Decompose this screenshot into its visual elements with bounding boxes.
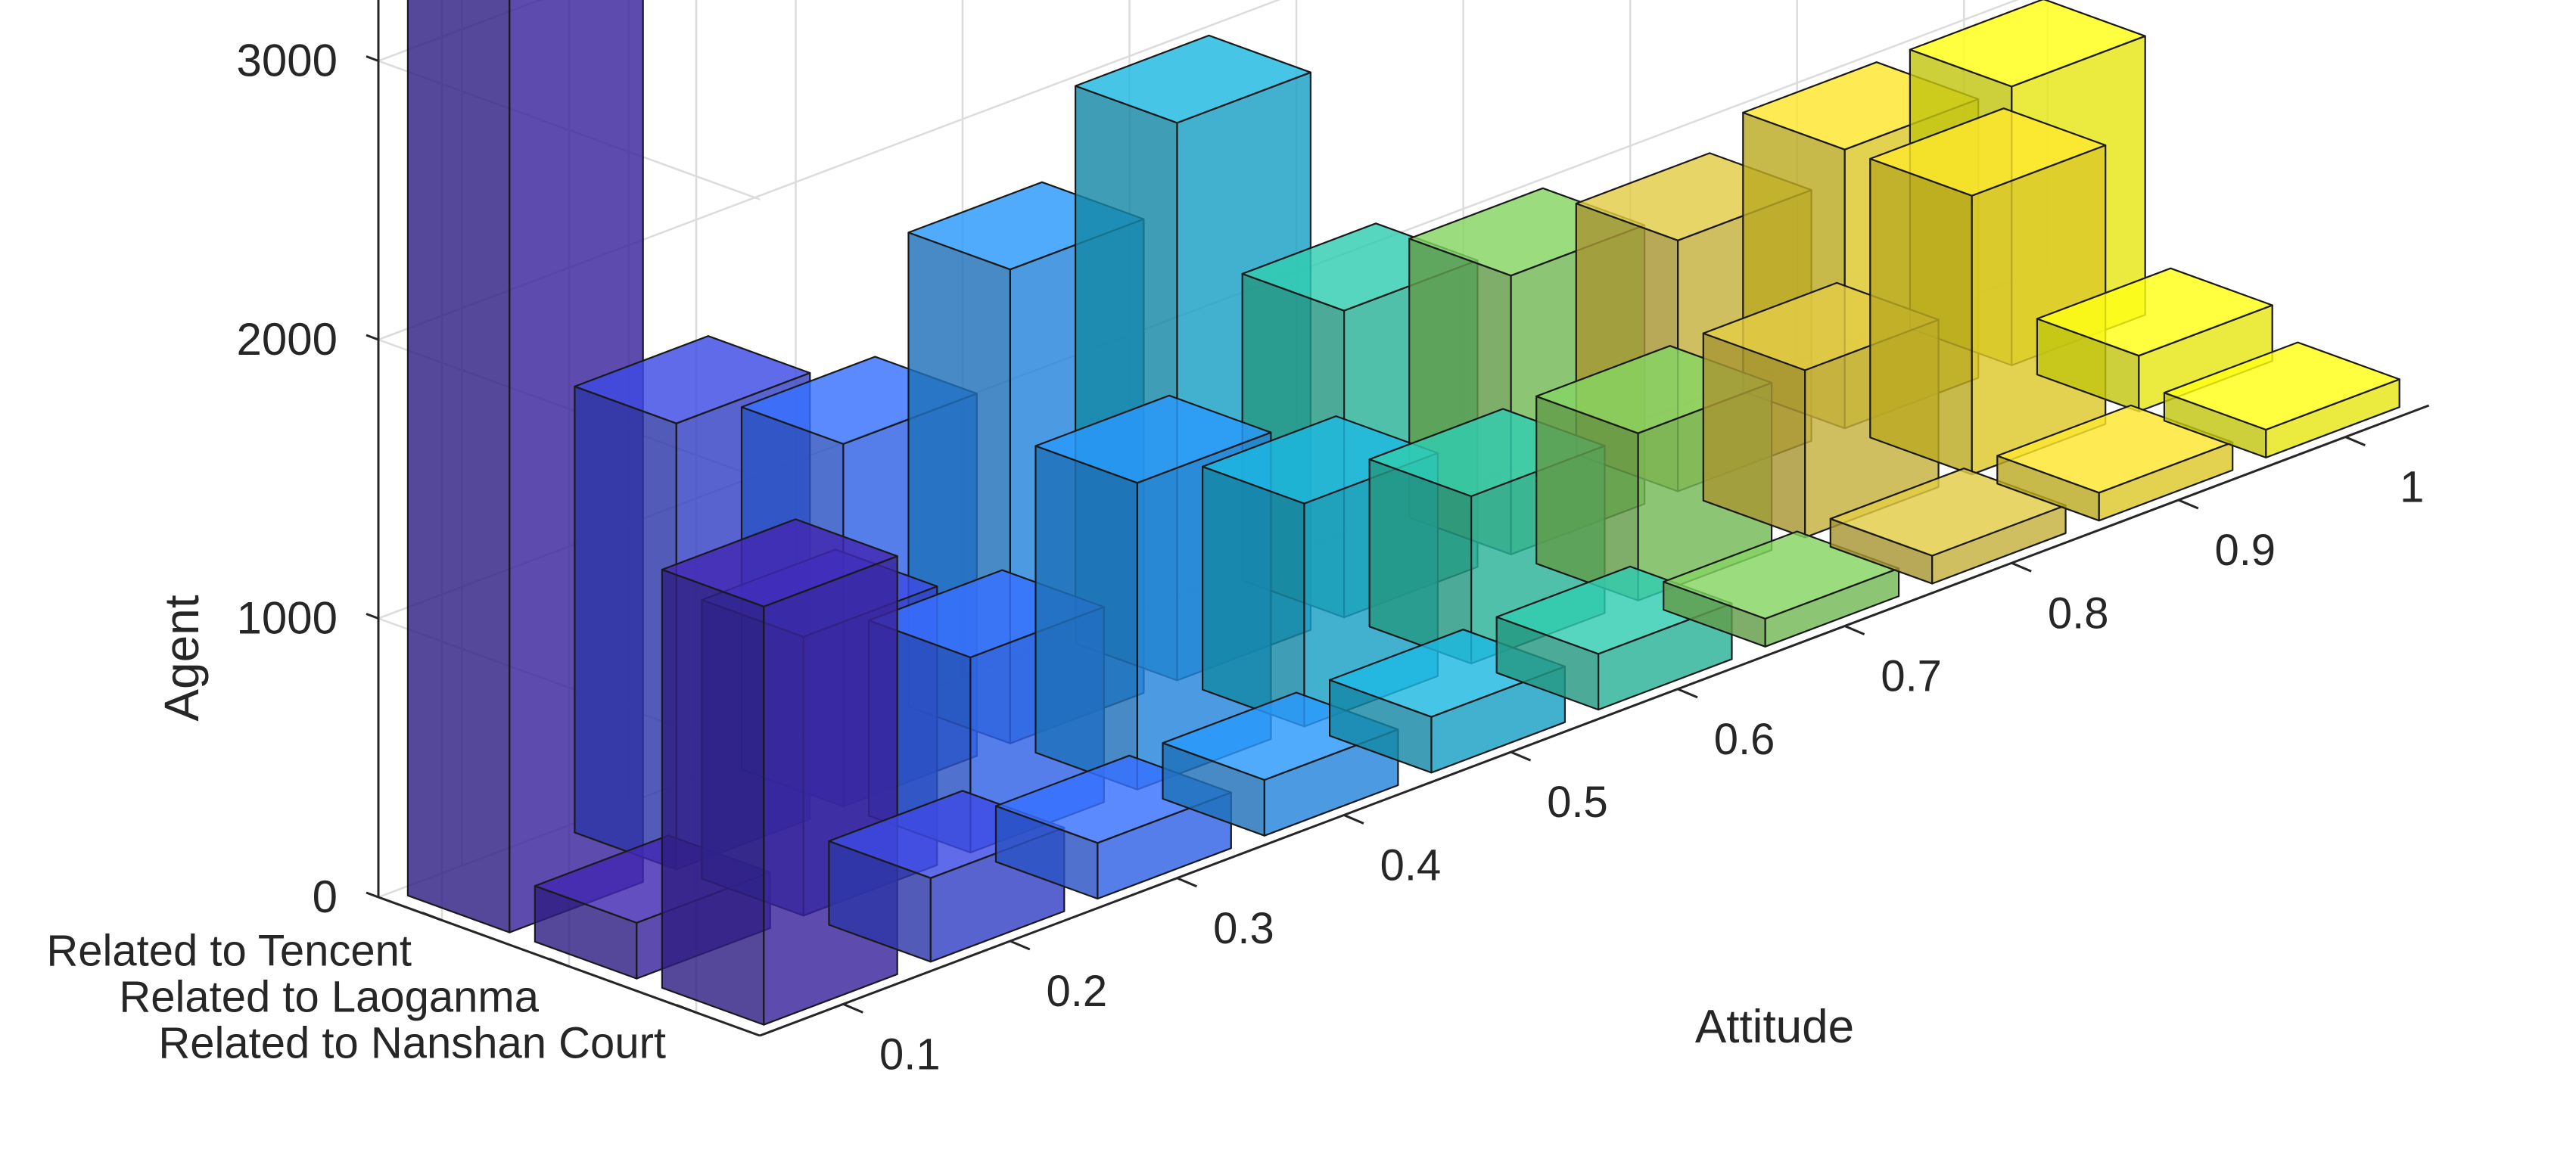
x-axis-line xyxy=(759,404,2430,1037)
x-axis-title: Attitude xyxy=(1695,1001,1854,1053)
z-tick-label: 2000 xyxy=(237,314,338,365)
x-tick-label: 0.8 xyxy=(2048,589,2109,638)
bar-face-left xyxy=(406,0,511,933)
bar xyxy=(994,754,1232,900)
bar-face-top xyxy=(1074,34,1312,124)
x-tick xyxy=(2178,499,2199,510)
series-tick-label: Related to Nanshan Court xyxy=(158,1019,666,1068)
bar-face-left xyxy=(661,568,765,1026)
x-tick xyxy=(1844,625,1865,635)
x-tick-label: 0.1 xyxy=(879,1030,941,1079)
bar xyxy=(1996,404,2234,522)
grid-line-z-back xyxy=(378,0,1281,341)
bar-face-left xyxy=(1201,465,1305,728)
bar-face-top xyxy=(661,518,898,607)
x-tick xyxy=(2344,436,2366,447)
x-tick xyxy=(1677,688,1698,699)
z-axis-title: Agent xyxy=(154,595,209,721)
bar xyxy=(2036,267,2273,413)
x-tick xyxy=(1176,877,1197,888)
z-tick xyxy=(366,55,379,62)
x-tick-label: 0.2 xyxy=(1047,967,1108,1016)
x-tick-label: 0.6 xyxy=(1714,715,1775,764)
bar-face-top xyxy=(1869,107,2107,197)
bar-face-top xyxy=(2036,267,2273,357)
z-tick xyxy=(366,613,379,620)
z-tick xyxy=(366,891,379,899)
bars-layer xyxy=(406,0,2400,1026)
x-tick-label: 0.4 xyxy=(1380,840,1442,890)
series-tick-label: Related to Tencent xyxy=(46,927,412,976)
x-tick-label: 1 xyxy=(2400,463,2424,512)
z-tick-label: 0 xyxy=(313,871,338,922)
bar xyxy=(1663,530,1900,648)
bar-face-top xyxy=(2163,341,2400,431)
x-tick-label: 0.9 xyxy=(2214,526,2276,575)
x-tick-label: 0.7 xyxy=(1881,652,1942,701)
x-tick xyxy=(2011,561,2032,573)
z-tick-label: 3000 xyxy=(237,36,338,86)
bar-face-left xyxy=(574,385,677,871)
z-tick-label: 1000 xyxy=(237,593,338,644)
series-tick xyxy=(422,912,443,921)
series-tick xyxy=(676,1004,697,1014)
bar xyxy=(661,518,898,1026)
series-tick xyxy=(549,958,570,968)
bar-face-top xyxy=(574,335,811,424)
bar-face-top xyxy=(1034,394,1272,484)
axis-layer: 01000200030004000Related to TencentRelat… xyxy=(46,0,2430,1079)
x-tick xyxy=(842,1002,863,1014)
bar-face-top xyxy=(1909,0,2146,88)
series-tick-label: Related to Laoganma xyxy=(119,973,539,1022)
bar-face-left xyxy=(1034,445,1139,791)
x-tick-label: 0.5 xyxy=(1547,778,1608,827)
x-tick-label: 0.3 xyxy=(1213,904,1274,953)
bar xyxy=(1869,107,2107,476)
bar xyxy=(2163,341,2400,459)
z-tick xyxy=(366,334,379,341)
x-tick xyxy=(1010,940,1031,951)
x-tick xyxy=(1510,750,1532,762)
x-tick xyxy=(1343,814,1364,825)
bar-face-left xyxy=(1869,157,1973,476)
bar-face-front xyxy=(763,555,898,1026)
